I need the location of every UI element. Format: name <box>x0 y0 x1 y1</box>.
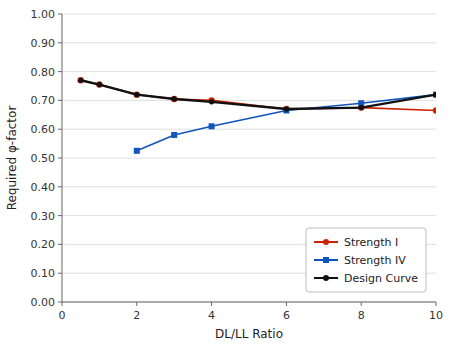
tick-label: 0.50 <box>31 152 56 165</box>
data-point <box>284 106 289 111</box>
grid-line <box>62 302 436 303</box>
data-point <box>433 92 436 97</box>
grid-line <box>62 158 436 159</box>
tick-mark <box>58 14 62 15</box>
chart: 0.00 0.10 0.20 0.30 0.40 0.50 0.60 0.70 0.80 0.90… <box>0 0 450 348</box>
data-point <box>97 82 102 87</box>
y-axis-label: Required φ-factor <box>5 106 19 211</box>
tick-label: 8 <box>358 309 365 322</box>
tick-mark <box>58 215 62 216</box>
tick-label: 4 <box>208 309 215 322</box>
tick-label: 0.00 <box>31 296 56 309</box>
series <box>134 92 436 154</box>
tick-mark <box>58 42 62 43</box>
tick-mark <box>58 186 62 187</box>
tick-label: 0 <box>59 309 66 322</box>
series-line <box>81 80 436 109</box>
tick-mark <box>62 302 63 306</box>
grid-line <box>62 14 436 15</box>
data-point <box>134 92 139 97</box>
grid-line <box>62 42 436 43</box>
tick-mark <box>361 302 362 306</box>
data-point <box>134 148 140 154</box>
tick-label: 0.80 <box>31 66 56 79</box>
tick-mark <box>136 302 137 306</box>
data-point <box>209 99 214 104</box>
legend-box <box>306 228 426 292</box>
legend-label: Strength I <box>344 236 398 249</box>
data-point <box>172 96 177 101</box>
data-point <box>209 123 215 129</box>
series <box>78 78 436 112</box>
tick-label: 6 <box>283 309 290 322</box>
tick-label: 0.90 <box>31 37 56 50</box>
data-point <box>171 96 177 102</box>
grid-line <box>62 215 436 216</box>
tick-label: 0.60 <box>31 123 56 136</box>
data-point <box>78 78 83 83</box>
tick-label: 0.20 <box>31 238 56 251</box>
data-point <box>433 92 436 98</box>
legend-label: Strength IV <box>344 254 406 267</box>
tick-mark <box>58 129 62 130</box>
tick-mark <box>58 244 62 245</box>
tick-mark <box>58 158 62 159</box>
grid-line <box>62 186 436 187</box>
data-point <box>433 107 436 113</box>
x-axis-label: DL/LL Ratio <box>215 327 283 341</box>
series-line <box>81 80 436 110</box>
legend-marker <box>323 239 329 245</box>
x-axis-line <box>62 302 436 303</box>
tick-label: 10 <box>429 309 443 322</box>
data-point <box>134 91 140 97</box>
data-point <box>96 81 102 87</box>
x-axis: 0 2 4 6 8 10 <box>59 302 444 322</box>
grid-line <box>62 71 436 72</box>
tick-mark <box>436 302 437 306</box>
tick-mark <box>58 302 62 303</box>
tick-label: 0.40 <box>31 181 56 194</box>
tick-label: 1.00 <box>31 8 56 21</box>
legend-marker <box>323 257 329 263</box>
tick-label: 2 <box>133 309 140 322</box>
tick-label: 0.10 <box>31 267 56 280</box>
tick-mark <box>286 302 287 306</box>
legend-marker <box>323 275 329 281</box>
series <box>78 77 437 114</box>
tick-label: 0.70 <box>31 94 56 107</box>
data-point <box>359 105 364 110</box>
legend-label: Design Curve <box>344 272 418 285</box>
tick-label: 0.30 <box>31 210 56 223</box>
legend: Strength I Strength IV Design Curve <box>306 228 426 292</box>
grid-line <box>62 129 436 130</box>
tick-mark <box>58 100 62 101</box>
tick-mark <box>58 273 62 274</box>
tick-mark <box>211 302 212 306</box>
tick-mark <box>58 71 62 72</box>
data-point <box>171 132 177 138</box>
y-axis-line <box>62 14 63 302</box>
data-point <box>208 97 214 103</box>
data-point <box>78 77 84 83</box>
y-axis: 0.00 0.10 0.20 0.30 0.40 0.50 0.60 0.70 0.80 0.90… <box>31 8 437 309</box>
plot-area <box>78 77 437 154</box>
